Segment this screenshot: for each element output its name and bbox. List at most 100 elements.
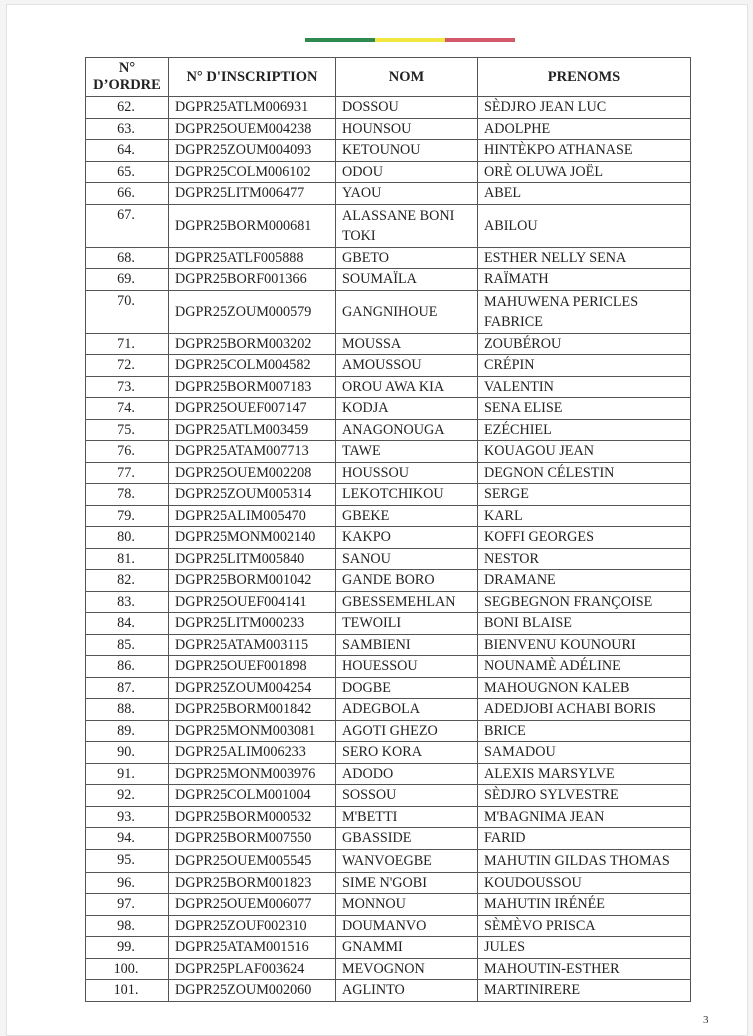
- row-order: 90.: [85, 741, 169, 764]
- row-first-names: MAHUTIN IRÉNÉE: [477, 893, 691, 916]
- row-name: DOSSOU: [335, 96, 478, 119]
- row-first-names: DRAMANE: [477, 569, 691, 592]
- row-name: SOSSOU: [335, 784, 478, 807]
- row-first-names: BONI BLAISE: [477, 612, 691, 635]
- row-order: 86.: [85, 655, 169, 678]
- row-order: 82.: [85, 569, 169, 592]
- row-first-names: DEGNON CÉLESTIN: [477, 461, 691, 484]
- row-name: HOUNSOU: [335, 117, 478, 140]
- row-first-names: ABILOU: [477, 203, 691, 248]
- table-row: 81. DGPR25LITM005840 SANOU NESTOR: [85, 547, 691, 570]
- table-row: 94. DGPR25BORM007550 GBASSIDE FARID: [85, 827, 691, 850]
- table-row: 66. DGPR25LITM006477 YAOU ABEL: [85, 182, 691, 205]
- row-first-names: MAHOUTIN-ESTHER: [477, 957, 691, 980]
- table-row: 82. DGPR25BORM001042 GANDE BORO DRAMANE: [85, 569, 691, 592]
- row-first-names: EZÉCHIEL: [477, 418, 691, 441]
- table-row: 91. DGPR25MONM003976 ADODO ALEXIS MARSYLVE: [85, 762, 691, 785]
- row-first-names: HINTÈKPO ATHANASE: [477, 139, 691, 162]
- row-name: ANAGONOUGA: [335, 418, 478, 441]
- row-order: 83.: [85, 590, 169, 613]
- table-row: 101. DGPR25ZOUM002060 AGLINTO MARTINIRERE: [85, 979, 691, 1002]
- table-row: 93. DGPR25BORM000532 M'BETTI M'BAGNIMA JEAN: [85, 805, 691, 828]
- row-first-names: M'BAGNIMA JEAN: [477, 805, 691, 828]
- row-registration: DGPR25OUEF001898: [168, 655, 336, 678]
- table-row: 83. DGPR25OUEF004141 GBESSEMEHLAN SEGBEGNON…: [85, 590, 691, 613]
- row-name: TAWE: [335, 440, 478, 463]
- row-name: M'BETTI: [335, 805, 478, 828]
- row-registration: DGPR25ZOUM002060: [168, 979, 336, 1002]
- row-first-names: SÈDJRO SYLVESTRE: [477, 784, 691, 807]
- row-order: 87.: [85, 676, 169, 699]
- row-order: 84.: [85, 612, 169, 635]
- table-row: 97. DGPR25OUEM006077 MONNOU MAHUTIN IRÉNÉE: [85, 893, 691, 916]
- row-registration: DGPR25MONM003976: [168, 762, 336, 785]
- row-first-names: KOUAGOU JEAN: [477, 440, 691, 463]
- row-first-names: KOFFI GEORGES: [477, 526, 691, 549]
- row-registration: DGPR25ATLF005888: [168, 246, 336, 269]
- row-registration: DGPR25BORF001366: [168, 268, 336, 291]
- table-row: 72. DGPR25COLM004582 AMOUSSOU CRÉPIN: [85, 354, 691, 377]
- table-row: 78. DGPR25ZOUM005314 LEKOTCHIKOU SERGE: [85, 483, 691, 506]
- row-name: KETOUNOU: [335, 139, 478, 162]
- row-order: 72.: [85, 354, 169, 377]
- row-registration: DGPR25BORM007183: [168, 375, 336, 398]
- table-row: 99. DGPR25ATAM001516 GNAMMI JULES: [85, 936, 691, 959]
- row-order: 63.: [85, 117, 169, 140]
- row-order: 78.: [85, 483, 169, 506]
- row-registration: DGPR25BORM000681: [168, 203, 336, 248]
- row-name: WANVOEGBE: [335, 848, 478, 873]
- table-header-row: N° D’ORDRE N° D'INSCRIPTION NOM PRENOMS: [85, 57, 691, 97]
- flag-red: [445, 38, 515, 42]
- table-row: 70. DGPR25ZOUM000579 GANGNIHOUE MAHUWENA PE…: [85, 289, 691, 334]
- row-registration: DGPR25BORM001842: [168, 698, 336, 721]
- row-order: 65.: [85, 160, 169, 183]
- row-name: ALASSANE BONI TOKI: [335, 203, 478, 248]
- table-row: 98. DGPR25ZOUF002310 DOUMANVO SÈMÈVO PRISCA: [85, 914, 691, 937]
- header-registration: N° D'INSCRIPTION: [168, 57, 336, 97]
- row-name: ADEGBOLA: [335, 698, 478, 721]
- row-registration: DGPR25OUEF004141: [168, 590, 336, 613]
- row-first-names: SAMADOU: [477, 741, 691, 764]
- table-row: 73. DGPR25BORM007183 OROU AWA KIA VALENTIN: [85, 375, 691, 398]
- row-first-names: ADOLPHE: [477, 117, 691, 140]
- row-first-names: NOUNAMÈ ADÉLINE: [477, 655, 691, 678]
- row-name: GBASSIDE: [335, 827, 478, 850]
- table-row: 74. DGPR25OUEF007147 KODJA SENA ELISE: [85, 397, 691, 420]
- table-row: 88. DGPR25BORM001842 ADEGBOLA ADEDJOBI ACHA…: [85, 698, 691, 721]
- row-first-names: BRICE: [477, 719, 691, 742]
- row-registration: DGPR25ATLM003459: [168, 418, 336, 441]
- row-first-names: NESTOR: [477, 547, 691, 570]
- row-first-names: MAHOUGNON KALEB: [477, 676, 691, 699]
- row-order: 101.: [85, 979, 169, 1002]
- row-first-names: ABEL: [477, 182, 691, 205]
- row-registration: DGPR25ZOUM004093: [168, 139, 336, 162]
- table-row: 92. DGPR25COLM001004 SOSSOU SÈDJRO SYLVESTR…: [85, 784, 691, 807]
- row-first-names: KOUDOUSSOU: [477, 871, 691, 894]
- row-registration: DGPR25ALIM005470: [168, 504, 336, 527]
- row-registration: DGPR25OUEM006077: [168, 893, 336, 916]
- row-first-names: ESTHER NELLY SENA: [477, 246, 691, 269]
- row-order: 96.: [85, 871, 169, 894]
- row-order: 66.: [85, 182, 169, 205]
- flag-green: [305, 38, 375, 42]
- row-name: KAKPO: [335, 526, 478, 549]
- row-name: AGOTI GHEZO: [335, 719, 478, 742]
- table-row: 69. DGPR25BORF001366 SOUMAÏLA RAÏMATH: [85, 268, 691, 291]
- header-first-names: PRENOMS: [477, 57, 691, 97]
- row-order: 80.: [85, 526, 169, 549]
- row-first-names: MARTINIRERE: [477, 979, 691, 1002]
- row-order: 95.: [85, 848, 169, 873]
- header-order: N° D’ORDRE: [85, 57, 169, 97]
- row-name: SOUMAÏLA: [335, 268, 478, 291]
- row-name: MEVOGNON: [335, 957, 478, 980]
- row-name: GNAMMI: [335, 936, 478, 959]
- row-first-names: ORÈ OLUWA JOËL: [477, 160, 691, 183]
- row-name: SANOU: [335, 547, 478, 570]
- row-registration: DGPR25ZOUM005314: [168, 483, 336, 506]
- candidates-table: N° D’ORDRE N° D'INSCRIPTION NOM PRENOMS …: [85, 57, 691, 1002]
- table-row: 100. DGPR25PLAF003624 MEVOGNON MAHOUTIN-EST…: [85, 957, 691, 980]
- table-row: 79. DGPR25ALIM005470 GBEKE KARL: [85, 504, 691, 527]
- row-first-names: BIENVENU KOUNOURI: [477, 633, 691, 656]
- row-first-names: JULES: [477, 936, 691, 959]
- row-name: SIME N'GOBI: [335, 871, 478, 894]
